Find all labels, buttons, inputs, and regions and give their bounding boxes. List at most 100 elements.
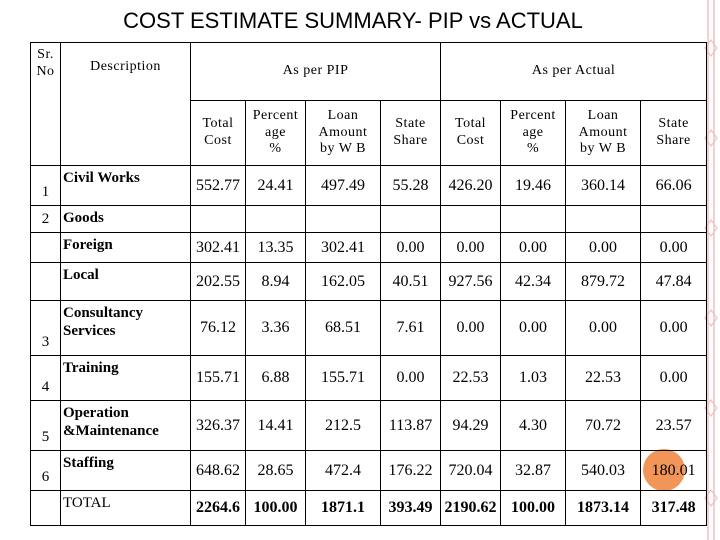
value-cell: 22.53 [440,355,502,401]
value-cell: 302.41 [305,232,381,263]
value-cell: 180.01 [640,450,708,491]
description-cell: Goods [60,205,191,233]
value-cell: 202.55 [190,262,246,301]
description-cell: Local [60,262,191,301]
value-cell: 648.62 [190,450,246,491]
value-cell: 326.37 [190,400,246,451]
sr-cell [30,490,61,526]
description-cell: Civil Works [60,165,191,206]
value-cell: 1.03 [500,355,567,401]
value-cell: 42.34 [500,262,567,301]
table-row: 6 Staffing 648.62 28.65 472.4 176.22 720.04 32.… [30,450,708,491]
value-cell [245,205,306,233]
description-cell: Training [60,355,191,401]
value-cell: 0.00 [640,355,708,401]
value-cell: 100.00 [245,490,306,526]
value-cell: 4.30 [500,400,567,451]
value-cell: 7.61 [379,300,442,356]
header-cell: State Share [640,100,708,166]
table-row: 1 Civil Works 552.77 24.41 497.49 55.28 426.20… [30,165,708,206]
sr-cell: 5 [30,400,61,451]
value-cell: 23.57 [640,400,708,451]
header-cell: Sr. No [30,42,61,166]
value-cell: 0.00 [440,232,502,263]
description-cell: Consultancy Services [60,300,191,356]
value-cell: 66.06 [640,165,708,206]
diamonds [704,39,718,507]
value-cell: 176.22 [379,450,442,491]
value-cell: 162.05 [305,262,381,301]
value-cell: 0.00 [640,232,708,263]
value-cell: 76.12 [190,300,246,356]
sr-cell: 3 [30,300,61,356]
value-cell [379,205,442,233]
value-cell: 68.51 [305,300,381,356]
value-cell: 8.94 [245,262,306,301]
header-cell: State Share [379,100,442,166]
value-cell: 19.46 [500,165,567,206]
value-cell [305,205,381,233]
description-cell: TOTAL [60,490,191,526]
value-cell: 393.49 [379,490,442,526]
value-cell: 879.72 [565,262,642,301]
value-cell: 55.28 [379,165,442,206]
value-cell: 927.56 [440,262,502,301]
value-cell: 472.4 [305,450,381,491]
description-cell: Operation &Maintenance [60,400,191,451]
table-row: 3 Consultancy Services 76.12 3.36 68.51 7.61 0… [30,300,708,356]
header-group: As per PIP [189,42,442,101]
value-cell: 426.20 [440,165,502,206]
table-row: 4 Training 155.71 6.88 155.71 0.00 22.53 1.03 22… [30,355,708,401]
value-cell: 28.65 [245,450,306,491]
sr-cell: 1 [30,165,61,206]
value-cell: 6.88 [245,355,306,401]
header-cell: Total Cost [190,100,246,166]
sr-cell: 4 [30,355,61,401]
table-row: Foreign 302.41 13.35 302.41 0.00 0.00 0.00 0.00… [30,232,708,263]
header-group: As per Actual [440,42,708,101]
table-row: 5 Operation &Maintenance 326.37 14.41 212.5 1… [30,400,708,451]
header-cell: Total Cost [440,100,502,166]
header-cell: Percent age % [245,100,306,166]
value-cell: 0.00 [565,232,642,263]
value-cell: 317.48 [640,490,708,526]
value-cell: 497.49 [305,165,381,206]
value-cell: 100.00 [500,490,567,526]
value-cell: 2264.6 [190,490,246,526]
value-cell: 720.04 [440,450,502,491]
value-cell: 0.00 [440,300,502,356]
value-cell: 13.35 [245,232,306,263]
table-row: TOTAL 2264.6 100.00 1871.1 393.49 2190.62 100.… [30,490,708,526]
table-row: Local 202.55 8.94 162.05 40.51 927.56 42.34 879… [30,262,708,301]
value-cell: 14.41 [245,400,306,451]
header-cell: Loan Amount by W B [305,100,381,166]
sr-cell: 6 [30,450,61,491]
value-cell: 113.87 [379,400,442,451]
sr-cell [30,262,61,301]
header-cell: Description [60,42,191,166]
value-cell: 0.00 [379,232,442,263]
value-cell [565,205,642,233]
value-cell [640,205,708,233]
slide-title: COST ESTIMATE SUMMARY- PIP vs ACTUAL [123,8,583,33]
value-cell: 302.41 [190,232,246,263]
value-cell: 540.03 [565,450,642,491]
value-cell: 47.84 [640,262,708,301]
value-cell: 3.36 [245,300,306,356]
value-cell: 32.87 [500,450,567,491]
description-cell: Foreign [60,232,191,263]
value-cell: 22.53 [565,355,642,401]
header-cell: Loan Amount by W B [565,100,642,166]
value-cell: 0.00 [379,355,442,401]
value-cell: 212.5 [305,400,381,451]
value-cell: 0.00 [500,232,567,263]
value-cell: 1871.1 [305,490,381,526]
value-cell: 155.71 [190,355,246,401]
cost-table: Sr. No Description As per PIP As per Actual… [30,42,708,526]
value-cell: 94.29 [440,400,502,451]
value-cell: 70.72 [565,400,642,451]
value-cell: 155.71 [305,355,381,401]
value-cell: 24.41 [245,165,306,206]
